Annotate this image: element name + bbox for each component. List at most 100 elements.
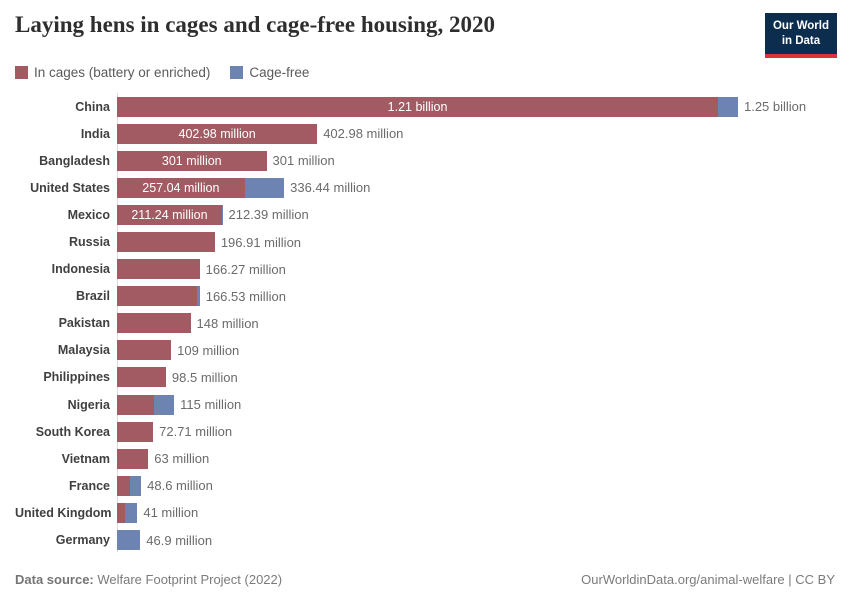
bar-segment-cages[interactable] — [117, 259, 200, 280]
footer: Data source: Welfare Footprint Project (… — [15, 572, 835, 587]
country-label: France — [69, 478, 110, 493]
chart-row: Germany 46.9 million — [15, 527, 835, 554]
bar-total-value: 166.27 million — [205, 261, 286, 277]
bar-total-value: 166.53 million — [205, 288, 286, 304]
bar-total-value: 402.98 million — [323, 126, 404, 142]
bar-inside-value: 211.24 million — [131, 207, 208, 222]
bar-total-value: 72.71 million — [159, 424, 233, 440]
data-source-text: Welfare Footprint Project (2022) — [93, 572, 283, 587]
legend-item-cages: In cages (battery or enriched) — [15, 65, 210, 80]
bar-track: 211.24 million 212.39 million — [117, 204, 835, 225]
bar-segment-cages[interactable] — [117, 96, 719, 117]
bar-segment-cages[interactable] — [117, 502, 125, 523]
country-label: Germany — [55, 533, 110, 548]
bar-track: 166.53 million — [117, 286, 835, 307]
bar-segment-cages[interactable] — [117, 123, 318, 144]
bar-inside-value: 402.98 million — [178, 126, 256, 141]
bar-total-value: 148 million — [196, 315, 259, 331]
owid-logo-line2: in Data — [781, 34, 821, 47]
country-label: Vietnam — [61, 451, 110, 466]
bar-total-value: 48.6 million — [147, 478, 213, 494]
bar-track: 98.5 million — [117, 367, 835, 388]
bar-segment-cages[interactable] — [117, 177, 245, 198]
bar-track: 257.04 million 336.44 million — [117, 177, 835, 198]
chart-row: Nigeria 115 million — [15, 391, 835, 418]
chart-row: Vietnam 63 million — [15, 445, 835, 472]
bar-segment-cages[interactable] — [117, 286, 198, 307]
chart-row: Brazil 166.53 million — [15, 283, 835, 310]
cagefree-swatch-icon — [230, 66, 244, 79]
bar-segment-cages[interactable] — [117, 150, 267, 171]
bar-track: 402.98 million 402.98 million — [117, 123, 835, 144]
owid-logo: Our World in Data — [764, 13, 837, 58]
bar-segment-cages[interactable] — [117, 204, 222, 225]
legend-item-cagefree: Cage-free — [230, 65, 309, 80]
bar-total-value: 212.39 million — [228, 207, 309, 223]
chart-row: Bangladesh 301 million 301 million — [15, 147, 835, 174]
bar-track: 72.71 million — [117, 421, 835, 442]
bar-track: 48.6 million — [117, 475, 835, 496]
bar-segment-cages[interactable] — [117, 340, 172, 361]
chart-row: India 402.98 million 402.98 million — [15, 120, 835, 147]
bar-total-value: 1.25 billion — [743, 99, 807, 115]
chart-row: South Korea 72.71 million — [15, 418, 835, 445]
bar-inside-value: 257.04 million — [142, 180, 220, 195]
country-label: Nigeria — [67, 397, 110, 412]
bar-segment-cages[interactable] — [117, 367, 166, 388]
bar-track: 46.9 million — [117, 530, 835, 551]
country-label: Philippines — [43, 370, 110, 385]
bar-segment-cages[interactable] — [117, 394, 154, 415]
owid-logo-line1: Our World — [772, 20, 829, 32]
bar-track: 109 million — [117, 340, 835, 361]
bar-total-value: 301 million — [272, 153, 335, 169]
bar-segment-cages[interactable] — [117, 475, 131, 496]
bar-total-value: 115 million — [180, 397, 242, 413]
bar-segment-cagefree[interactable] — [153, 394, 175, 415]
country-label: South Korea — [35, 424, 110, 439]
bar-track: 301 million 301 million — [117, 150, 835, 171]
bar-total-value: 46.9 million — [146, 532, 213, 548]
chart-row: Malaysia 109 million — [15, 337, 835, 364]
bar-segment-cages[interactable] — [117, 448, 149, 469]
country-label: Brazil — [75, 289, 110, 304]
bar-segment-cagefree[interactable] — [117, 530, 141, 551]
bar-inside-value: 301 million — [161, 153, 222, 168]
bar-segment-cagefree[interactable] — [718, 96, 738, 117]
bar-segment-cages[interactable] — [117, 313, 191, 334]
country-label: Pakistan — [58, 316, 110, 331]
legend-label-cages: In cages (battery or enriched) — [34, 65, 211, 80]
bar-track: 41 million — [117, 502, 835, 523]
chart-rows: China 1.21 billion 1.25 billion India 40… — [15, 93, 835, 554]
bar-segment-cages[interactable] — [117, 232, 215, 253]
chart-row: Pakistan 148 million — [15, 310, 835, 337]
chart-row: China 1.21 billion 1.25 billion — [15, 93, 835, 120]
legend-label-cagefree: Cage-free — [249, 65, 310, 80]
bar-track: 148 million — [117, 313, 835, 334]
country-label: Russia — [69, 235, 110, 250]
chart-row: United Kingdom 41 million — [15, 499, 835, 526]
bar-segment-cagefree[interactable] — [197, 286, 200, 307]
page-title: Laying hens in cages and cage-free housi… — [15, 12, 496, 37]
country-label: Malaysia — [57, 343, 110, 358]
bar-segment-cages[interactable] — [117, 421, 154, 442]
country-label: China — [75, 99, 110, 114]
data-source-label: Data source: — [15, 572, 94, 587]
chart-row: Indonesia 166.27 million — [15, 256, 835, 283]
bar-track: 115 million — [117, 394, 835, 415]
cages-swatch-icon — [15, 66, 28, 79]
bar-track: 63 million — [117, 448, 835, 469]
bar-track: 196.91 million — [117, 232, 835, 253]
country-label: India — [80, 126, 110, 141]
bar-segment-cagefree[interactable] — [244, 177, 285, 198]
bar-total-value: 336.44 million — [290, 180, 371, 196]
bar-total-value: 41 million — [143, 505, 199, 521]
bar-total-value: 109 million — [177, 342, 240, 358]
legend: In cages (battery or enriched) Cage-free — [15, 65, 309, 80]
bar-segment-cagefree[interactable] — [221, 204, 223, 225]
footer-attribution-link[interactable]: OurWorldinData.org/animal-welfare | CC B… — [581, 572, 835, 587]
bar-total-value: 63 million — [154, 451, 210, 467]
country-label: Bangladesh — [39, 153, 110, 168]
bar-segment-cagefree[interactable] — [124, 502, 138, 523]
data-source-note: Data source: Welfare Footprint Project (… — [15, 572, 282, 587]
bar-segment-cagefree[interactable] — [130, 475, 142, 496]
